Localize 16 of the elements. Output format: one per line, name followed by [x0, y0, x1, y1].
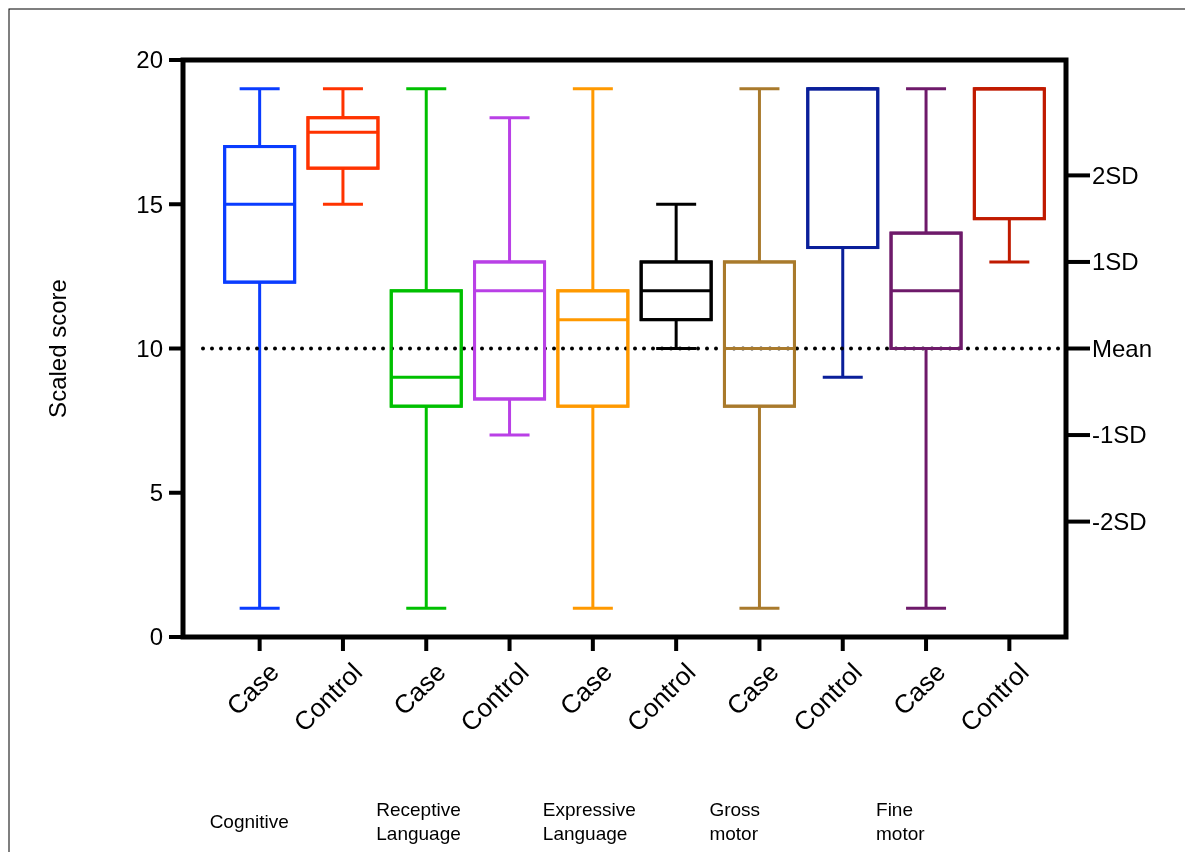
ref-line-label: Mean: [1092, 334, 1153, 362]
y-tick-label: 20: [136, 46, 163, 74]
y-tick-label: 15: [136, 190, 163, 218]
text: Fine motor: [876, 799, 926, 844]
y-tick-label: 10: [136, 334, 163, 362]
ref-line-label: 2SD: [1092, 161, 1139, 189]
y-tick-label: 5: [149, 479, 163, 507]
y-axis-title: Scaled score: [44, 279, 71, 418]
text: Cognitive: [209, 811, 289, 832]
ref-line-label: -1SD: [1092, 421, 1147, 449]
ref-line-label: 1SD: [1092, 248, 1139, 276]
text: Receptive Language: [376, 799, 461, 844]
y-tick-label: 0: [149, 623, 163, 651]
ref-line-label: -2SD: [1092, 508, 1147, 535]
text: Expressive Language: [542, 799, 636, 844]
text: Gross motor: [709, 799, 761, 844]
